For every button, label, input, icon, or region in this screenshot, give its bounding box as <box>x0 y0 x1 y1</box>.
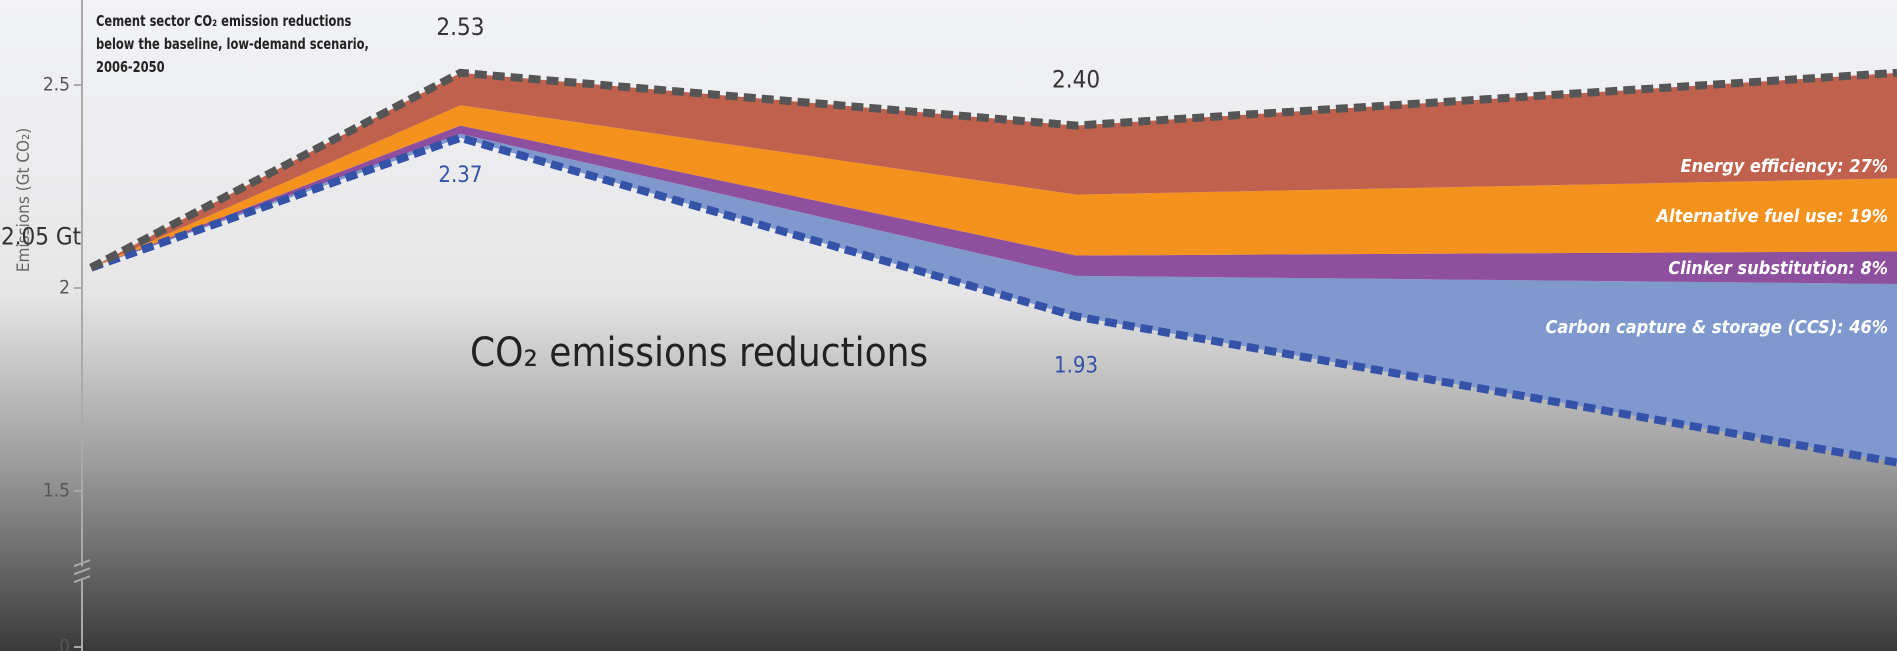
chart-page: Emissions (Gt CO₂) CO₂ emissions reducti… <box>0 0 1897 651</box>
y-tick-label: 1.5 <box>43 480 70 502</box>
value-label: 2.53 <box>436 13 484 41</box>
annotation: CO₂ emissions reductions <box>470 330 928 376</box>
legend-label: Clinker substitution: 8% <box>1668 258 1888 279</box>
y-tick-label: 0 <box>59 636 70 651</box>
legend-label: Energy efficiency: 27% <box>1681 156 1888 177</box>
value-label: 2.37 <box>438 163 482 188</box>
value-label: 1.93 <box>1054 353 1098 378</box>
chart: Emissions (Gt CO₂) CO₂ emissions reducti… <box>0 0 1897 651</box>
chart-title: Cement sector CO₂ emission reductions be… <box>96 10 377 79</box>
y-tick-label: 2 <box>59 277 70 299</box>
value-label: 2.05 Gt <box>1 223 81 251</box>
legend-label: Carbon capture & storage (CCS): 46% <box>1545 317 1888 338</box>
legend-label: Alternative fuel use: 19% <box>1655 206 1889 227</box>
value-label: 2.40 <box>1052 66 1100 94</box>
y-tick-label: 2.5 <box>43 74 70 96</box>
